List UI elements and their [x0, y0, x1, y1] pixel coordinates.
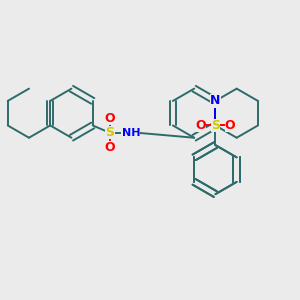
Text: O: O [195, 119, 206, 132]
Text: S: S [211, 119, 220, 132]
Text: O: O [105, 112, 115, 124]
Text: NH: NH [122, 128, 140, 138]
Text: S: S [105, 126, 114, 139]
Text: O: O [225, 119, 236, 132]
Text: N: N [210, 94, 220, 107]
Text: O: O [105, 141, 115, 154]
